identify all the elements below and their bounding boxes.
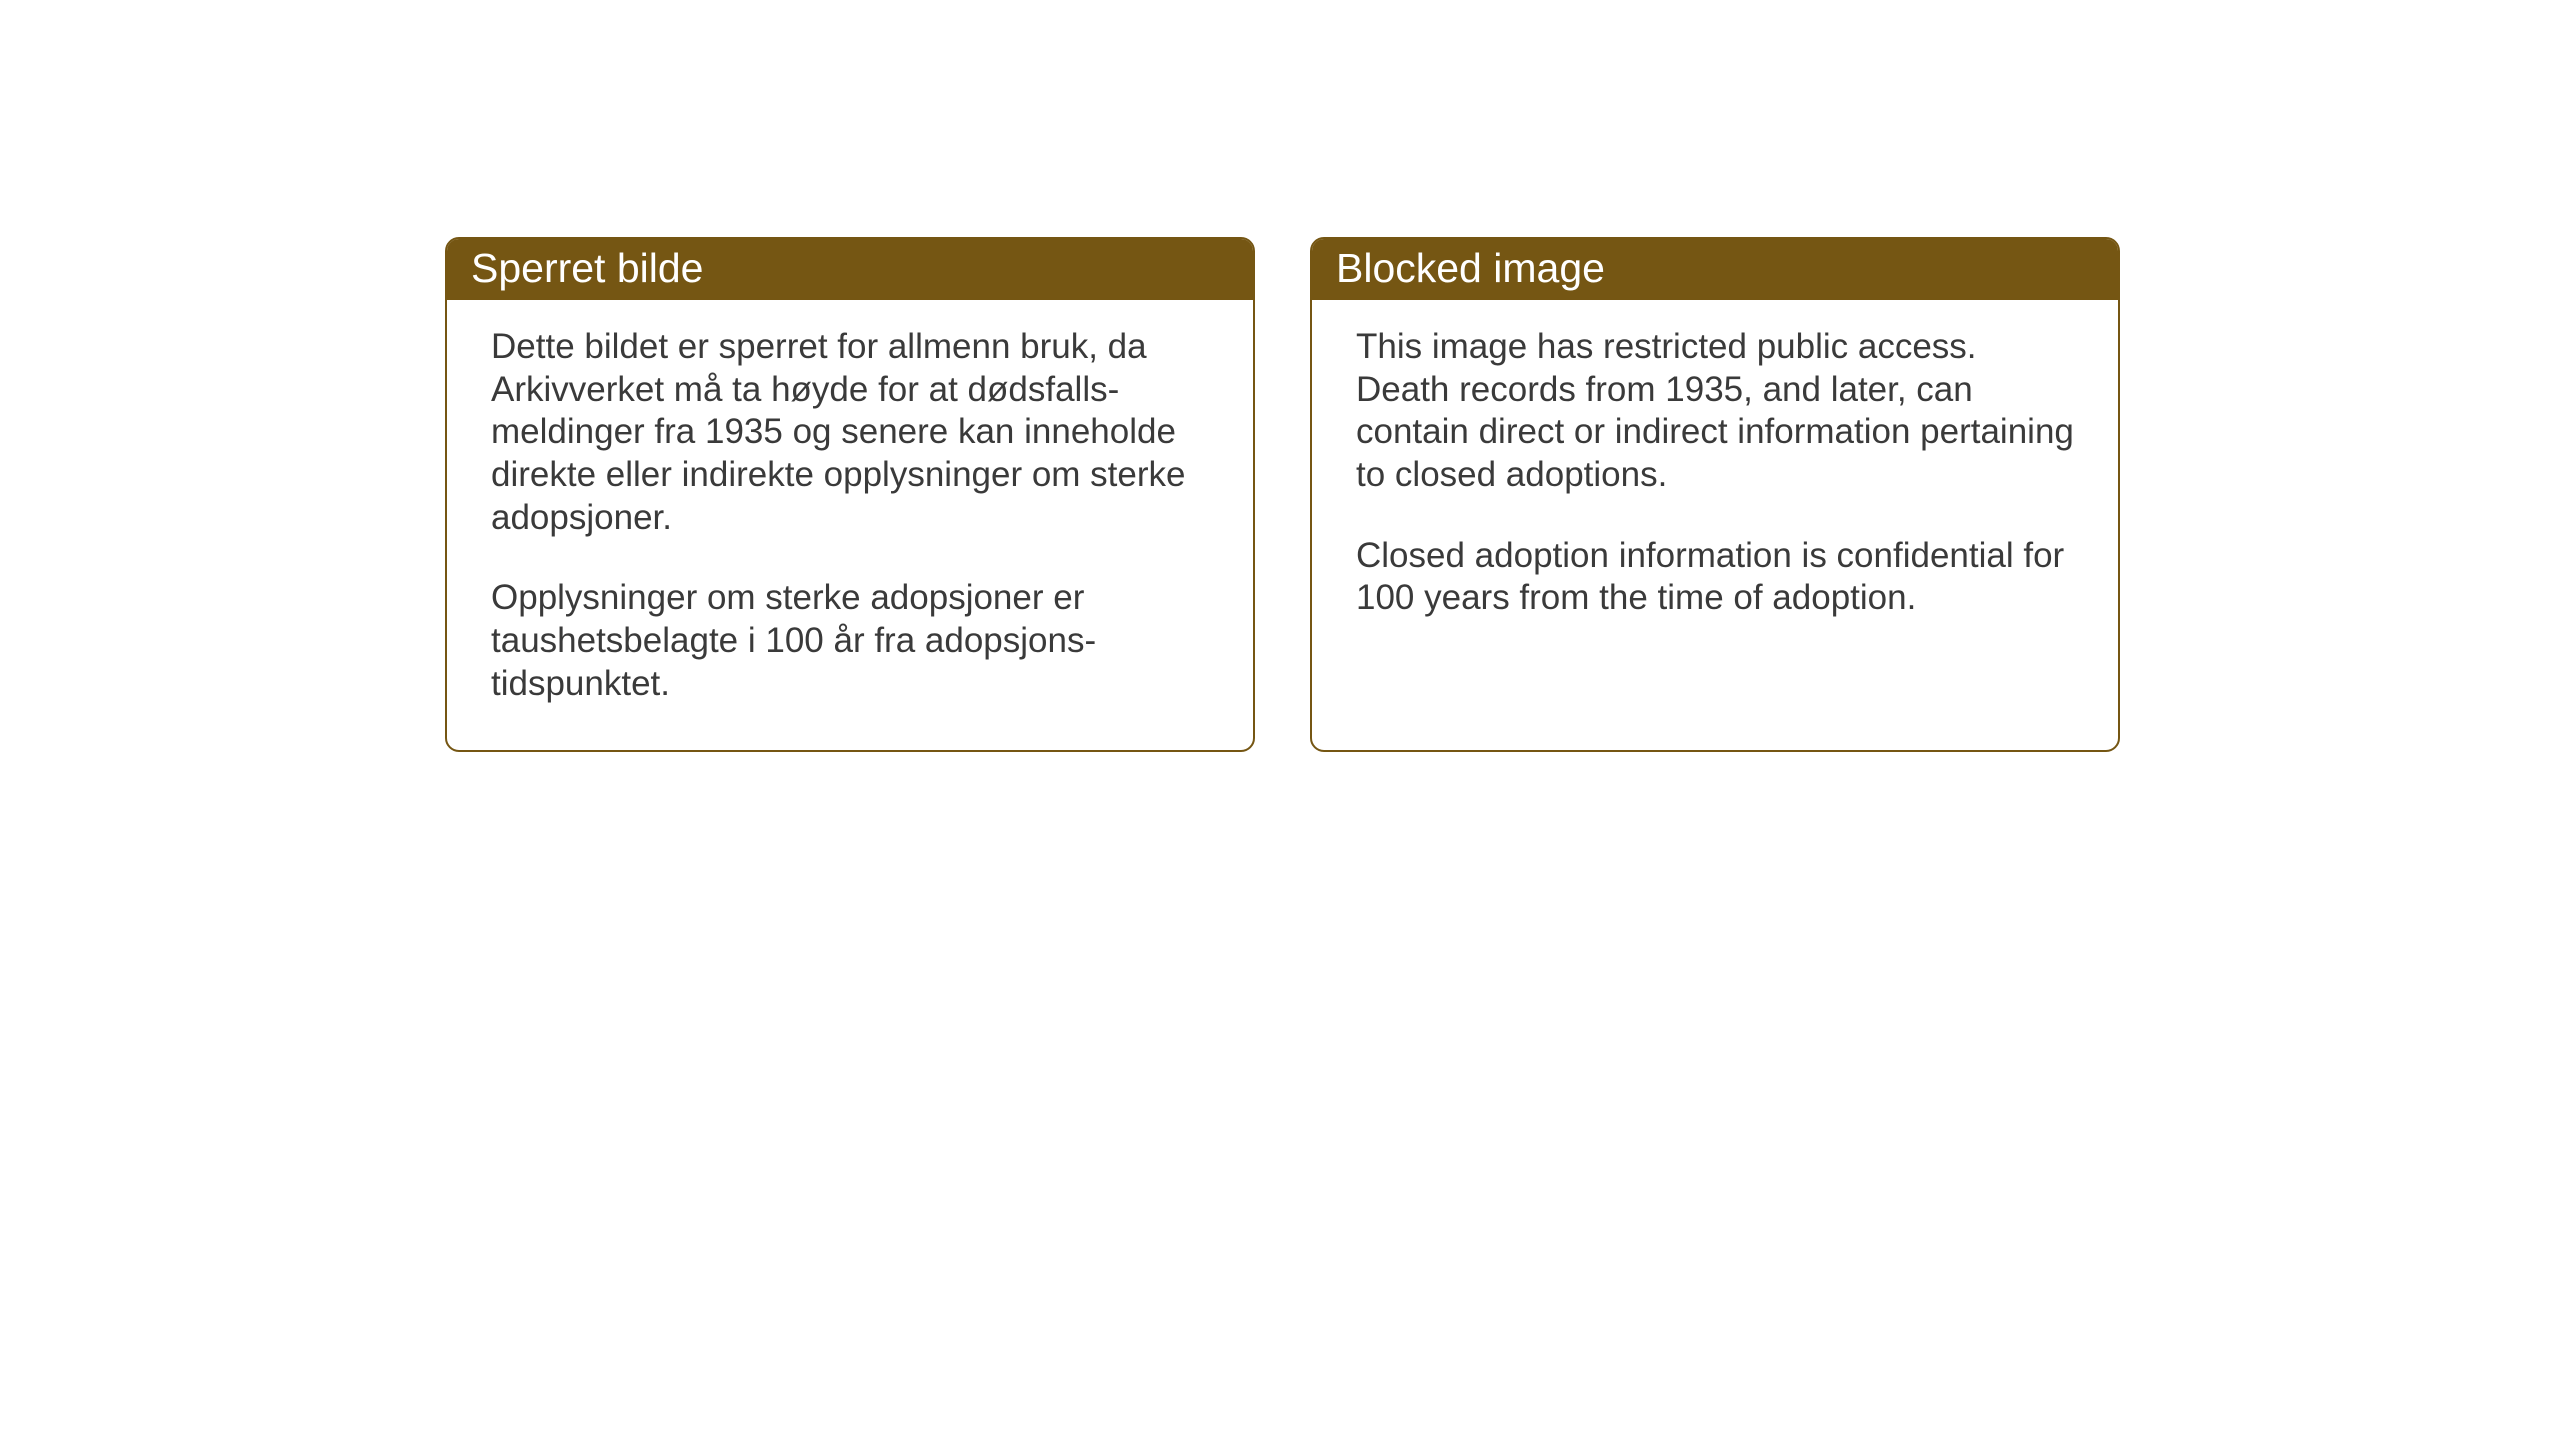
- notice-paragraph: Opplysninger om sterke adopsjoner er tau…: [491, 577, 1209, 705]
- notice-card-english: Blocked image This image has restricted …: [1310, 237, 2120, 752]
- notice-paragraph: Dette bildet er sperret for allmenn bruk…: [491, 326, 1209, 539]
- notice-card-body: Dette bildet er sperret for allmenn bruk…: [447, 300, 1253, 750]
- notice-card-title: Blocked image: [1312, 239, 2118, 300]
- notice-card-title: Sperret bilde: [447, 239, 1253, 300]
- notice-cards-container: Sperret bilde Dette bildet er sperret fo…: [445, 237, 2120, 752]
- notice-card-norwegian: Sperret bilde Dette bildet er sperret fo…: [445, 237, 1255, 752]
- notice-paragraph: This image has restricted public access.…: [1356, 326, 2074, 497]
- notice-card-body: This image has restricted public access.…: [1312, 300, 2118, 750]
- notice-paragraph: Closed adoption information is confident…: [1356, 535, 2074, 620]
